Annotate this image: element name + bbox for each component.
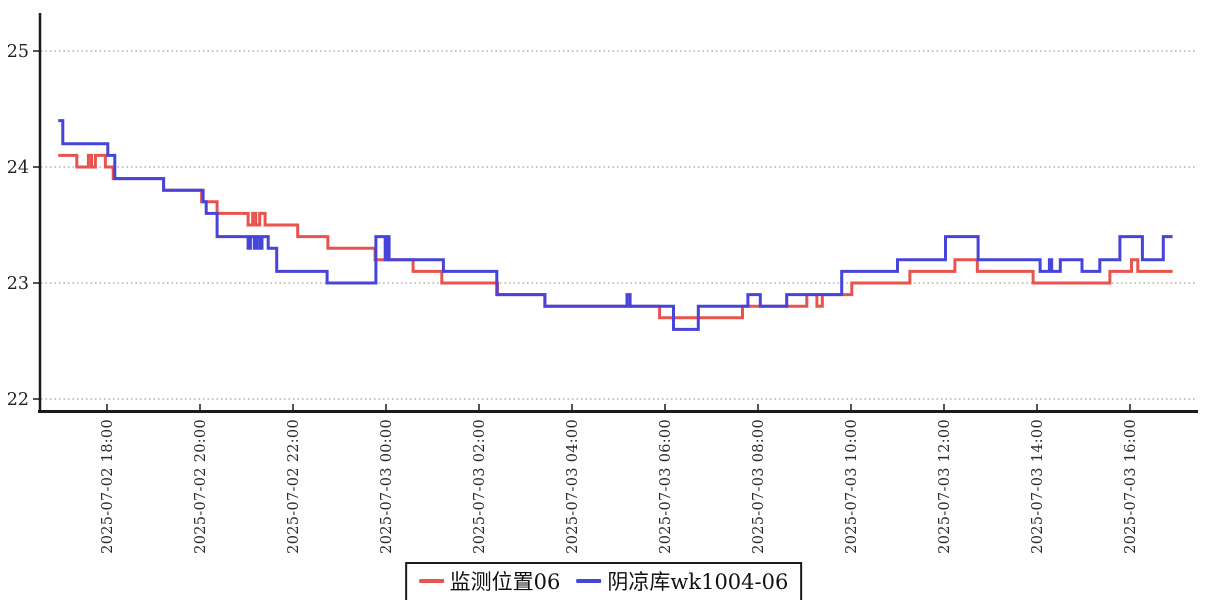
y-tick-label: 25 — [7, 42, 29, 62]
legend: 监测位置06 阴凉库wk1004-06 — [404, 562, 803, 600]
x-tick-label: 2025-07-02 22:00 — [286, 419, 302, 554]
legend-item-series-0[interactable]: 监测位置06 — [418, 566, 561, 596]
legend-label-series-0: 监测位置06 — [449, 570, 561, 594]
x-tick-label: 2025-07-03 16:00 — [1123, 419, 1139, 554]
x-tick-label: 2025-07-03 06:00 — [658, 419, 674, 554]
x-tick-label: 2025-07-03 10:00 — [844, 419, 860, 554]
red-line-swatch — [418, 579, 444, 583]
y-tick-label: 22 — [7, 390, 29, 410]
legend-label-series-1: 阴凉库wk1004-06 — [607, 570, 789, 594]
x-tick-label: 2025-07-03 08:00 — [751, 419, 767, 554]
x-tick-label: 2025-07-03 02:00 — [472, 419, 488, 554]
x-tick-label: 2025-07-03 14:00 — [1030, 419, 1046, 554]
x-tick-label: 2025-07-03 12:00 — [937, 419, 953, 554]
series-1-line — [58, 119, 1173, 331]
y-tick-label: 24 — [7, 158, 29, 178]
legend-item-series-1[interactable]: 阴凉库wk1004-06 — [576, 566, 788, 596]
x-tick-label: 2025-07-03 00:00 — [379, 419, 395, 554]
blue-line-swatch — [576, 579, 602, 583]
x-tick-label: 2025-07-02 20:00 — [193, 419, 209, 554]
y-tick-label: 23 — [7, 274, 29, 294]
x-tick-label: 2025-07-03 04:00 — [565, 419, 581, 554]
x-tick-label: 2025-07-02 18:00 — [100, 419, 116, 554]
